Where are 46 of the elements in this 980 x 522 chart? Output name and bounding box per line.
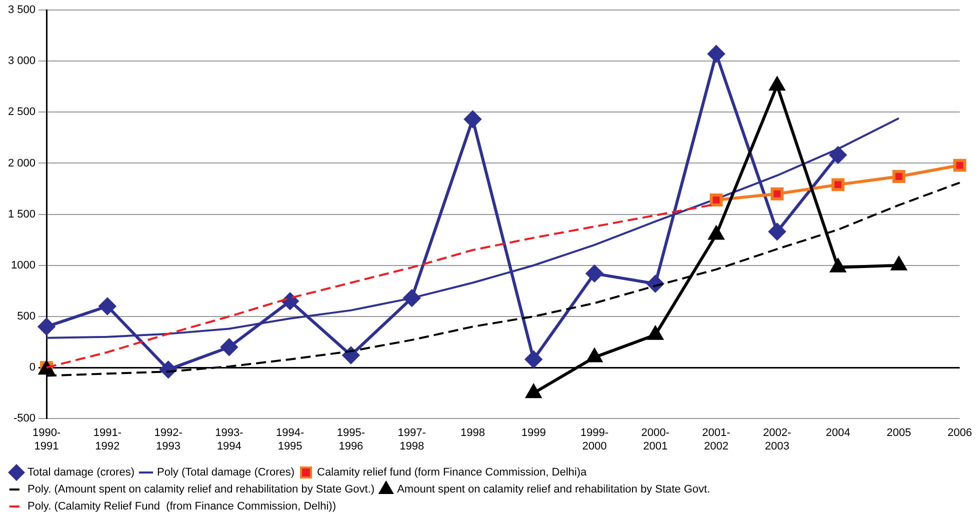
y-tick-label: 500	[17, 310, 36, 322]
x-tick-label: 2004	[826, 427, 850, 440]
point	[770, 187, 784, 200]
x-tick-label: 1994-1995	[276, 427, 304, 452]
x-tick-label: 1990-1991	[32, 427, 61, 452]
legend-label: Amount spent on calamity relief and rehabilitation by State Govt.	[397, 484, 710, 496]
x-tick-label: 2000-2001	[641, 427, 670, 452]
legend-label: Calamity relief fund (form Finance Commission, Delhi)a	[317, 466, 588, 479]
x-tick-label: 1997-1998	[398, 427, 426, 452]
point	[220, 338, 238, 356]
x-tick-label: 2006	[948, 427, 972, 440]
point	[708, 45, 725, 62]
x-tick-label: 1999-2000	[580, 427, 609, 452]
legend-label: Poly. (Amount spent on calamity relief and rehabilitation by State Govt.)	[28, 484, 375, 496]
x-tick-label: 2002-2003	[763, 427, 792, 452]
y-tick-label: 3 500	[8, 4, 36, 16]
legend-label: Poly (Total damage (Crores)	[156, 466, 295, 479]
point	[525, 350, 542, 368]
point	[768, 223, 786, 240]
point	[832, 178, 844, 192]
y-tick-label: 2 000	[8, 157, 36, 170]
x-tick-label: 1991-1992	[93, 427, 122, 452]
x-tick-label: 1999	[521, 427, 546, 440]
x-tick-label: 1998	[460, 427, 485, 440]
point	[892, 170, 906, 183]
y-tick-label: -500	[13, 412, 36, 425]
legend-label: Total damage (crores)	[28, 466, 134, 479]
point	[38, 318, 56, 336]
y-tick-label: 3 000	[8, 55, 36, 68]
point	[953, 158, 966, 172]
point	[710, 194, 723, 206]
point	[464, 110, 482, 128]
x-tick-label: 1992-1993	[154, 427, 183, 452]
x-tick-label: 1995-1996	[336, 427, 366, 452]
y-tick-label: 2 500	[8, 106, 36, 118]
point	[830, 146, 846, 164]
point	[98, 298, 116, 315]
y-tick-label: 1 500	[8, 208, 36, 220]
point	[282, 292, 299, 310]
x-tick-label: 2005	[886, 427, 912, 440]
x-tick-label: 2001-2002	[702, 427, 731, 452]
point	[586, 265, 603, 282]
x-tick-label: 1993-1994	[215, 427, 244, 452]
legend-label: Poly. (Calamity Relief Fund (from Finance Commission, Delhi))	[28, 500, 336, 513]
y-tick-label: 1000	[11, 259, 36, 272]
y-tick-label: 0	[29, 362, 36, 374]
